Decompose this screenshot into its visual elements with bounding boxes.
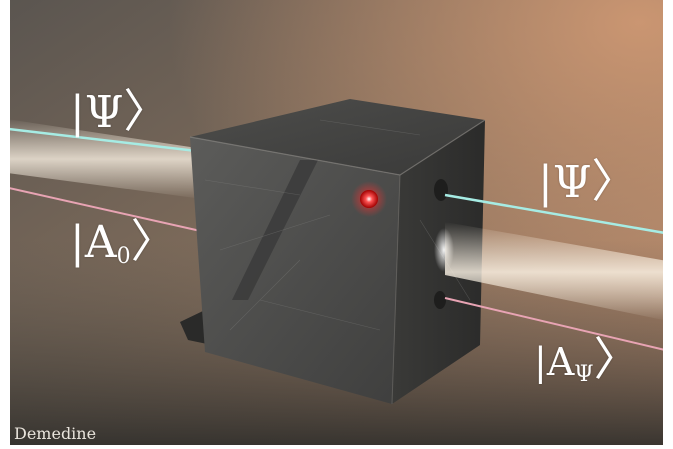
- right-pink-beam: [444, 297, 666, 351]
- a-symbol: A: [84, 217, 117, 268]
- psi-symbol: Ψ: [552, 157, 592, 208]
- ket-angle: 〉: [123, 84, 170, 138]
- left-beams: [0, 118, 210, 233]
- ket-angle: 〉: [130, 214, 177, 268]
- ket-bar: |: [534, 340, 547, 384]
- red-indicator-light: [360, 190, 378, 208]
- frame-right: [663, 0, 673, 449]
- ket-psi-right-label: |Ψ〉: [538, 158, 637, 205]
- right-cyan-beam: [444, 193, 666, 235]
- psi-symbol: Ψ: [84, 87, 124, 138]
- frame-left: [0, 0, 10, 449]
- frame-bottom: [0, 445, 673, 449]
- cube-front-face: [190, 137, 400, 404]
- cube-port-top: [434, 179, 448, 201]
- cube: [180, 99, 486, 405]
- ket-psi-left-label: |Ψ〉: [70, 88, 169, 135]
- subscript: 0: [116, 244, 131, 269]
- left-pink-beam: [0, 185, 206, 233]
- credit-text: Demedine: [14, 424, 97, 443]
- a-symbol: A: [546, 340, 575, 384]
- cube-top-face: [190, 99, 485, 175]
- left-cyan-beam: [0, 126, 206, 154]
- ket-angle: 〉: [593, 332, 640, 386]
- cube-vertical-edge: [391, 174, 401, 405]
- subscript: Ψ: [574, 362, 594, 387]
- ket-bar: |: [70, 217, 85, 268]
- ket-bar: |: [538, 157, 553, 208]
- left-white-beam: [0, 118, 210, 200]
- ket-bar: |: [70, 87, 85, 138]
- cube-port-bottom: [434, 291, 446, 309]
- ket-a0-left-label: |A0〉: [70, 218, 177, 268]
- right-white-beam: [445, 222, 673, 322]
- ket-apsi-right-label: |AΨ〉: [534, 336, 640, 386]
- cube-diagonal-groove: [232, 160, 318, 300]
- right-beams: [444, 193, 673, 351]
- ket-angle: 〉: [591, 154, 638, 208]
